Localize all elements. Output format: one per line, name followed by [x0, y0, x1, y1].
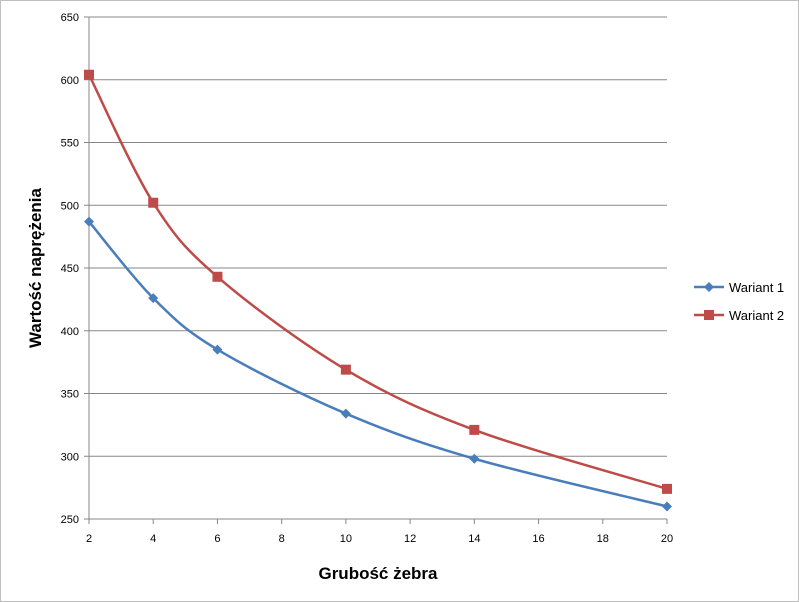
y-axis-title: Wartość naprężenia [26, 187, 45, 348]
legend-item: Wariant 1 [694, 280, 784, 295]
data-point [469, 424, 480, 435]
plot-series [84, 69, 672, 512]
series-1 [84, 216, 672, 512]
legend-item: Wariant 2 [694, 308, 784, 323]
y-tick-label: 650 [61, 12, 79, 24]
y-tick-label: 450 [61, 263, 79, 275]
data-point [84, 69, 94, 80]
legend-label: Wariant 2 [729, 308, 784, 323]
x-tick-label: 14 [468, 533, 480, 545]
data-point [340, 408, 351, 419]
y-tick-label: 250 [61, 514, 79, 526]
y-tick-label: 500 [61, 200, 79, 212]
data-point [340, 364, 351, 375]
x-tick-label: 16 [532, 533, 544, 545]
y-tick-label: 350 [61, 389, 79, 401]
data-point [212, 344, 223, 355]
gridlines [89, 16, 667, 520]
series-2 [84, 69, 672, 494]
data-point [84, 216, 94, 227]
x-tick-label: 4 [150, 533, 156, 545]
data-point [212, 271, 223, 282]
y-tick-label: 550 [61, 138, 79, 150]
legend-marker [704, 282, 714, 292]
x-tick-label: 2 [86, 533, 92, 545]
series-line [87, 74, 668, 491]
y-tick-label: 400 [61, 326, 79, 338]
x-tick-label: 20 [661, 533, 673, 545]
y-tick-label: 600 [61, 75, 79, 87]
x-tick-label: 10 [340, 533, 352, 545]
x-tick-label: 12 [404, 533, 416, 545]
data-point [148, 293, 159, 304]
x-axis-title: Grubość żebra [318, 564, 438, 583]
x-tick-label: 18 [597, 533, 609, 545]
legend-marker [704, 310, 714, 320]
data-point [469, 453, 480, 464]
data-point [662, 501, 672, 512]
axes: 250 300 350 400 450 500 550 600 650 2 4 6 8 10 12 14 16 1… [61, 12, 673, 545]
data-point [148, 197, 159, 208]
legend-label: Wariant 1 [729, 280, 784, 295]
data-point [662, 483, 672, 494]
x-tick-label: 6 [214, 533, 220, 545]
legend: Wariant 1 Wariant 2 [694, 280, 784, 323]
y-tick-label: 300 [61, 451, 79, 463]
x-tick-label: 8 [279, 533, 285, 545]
